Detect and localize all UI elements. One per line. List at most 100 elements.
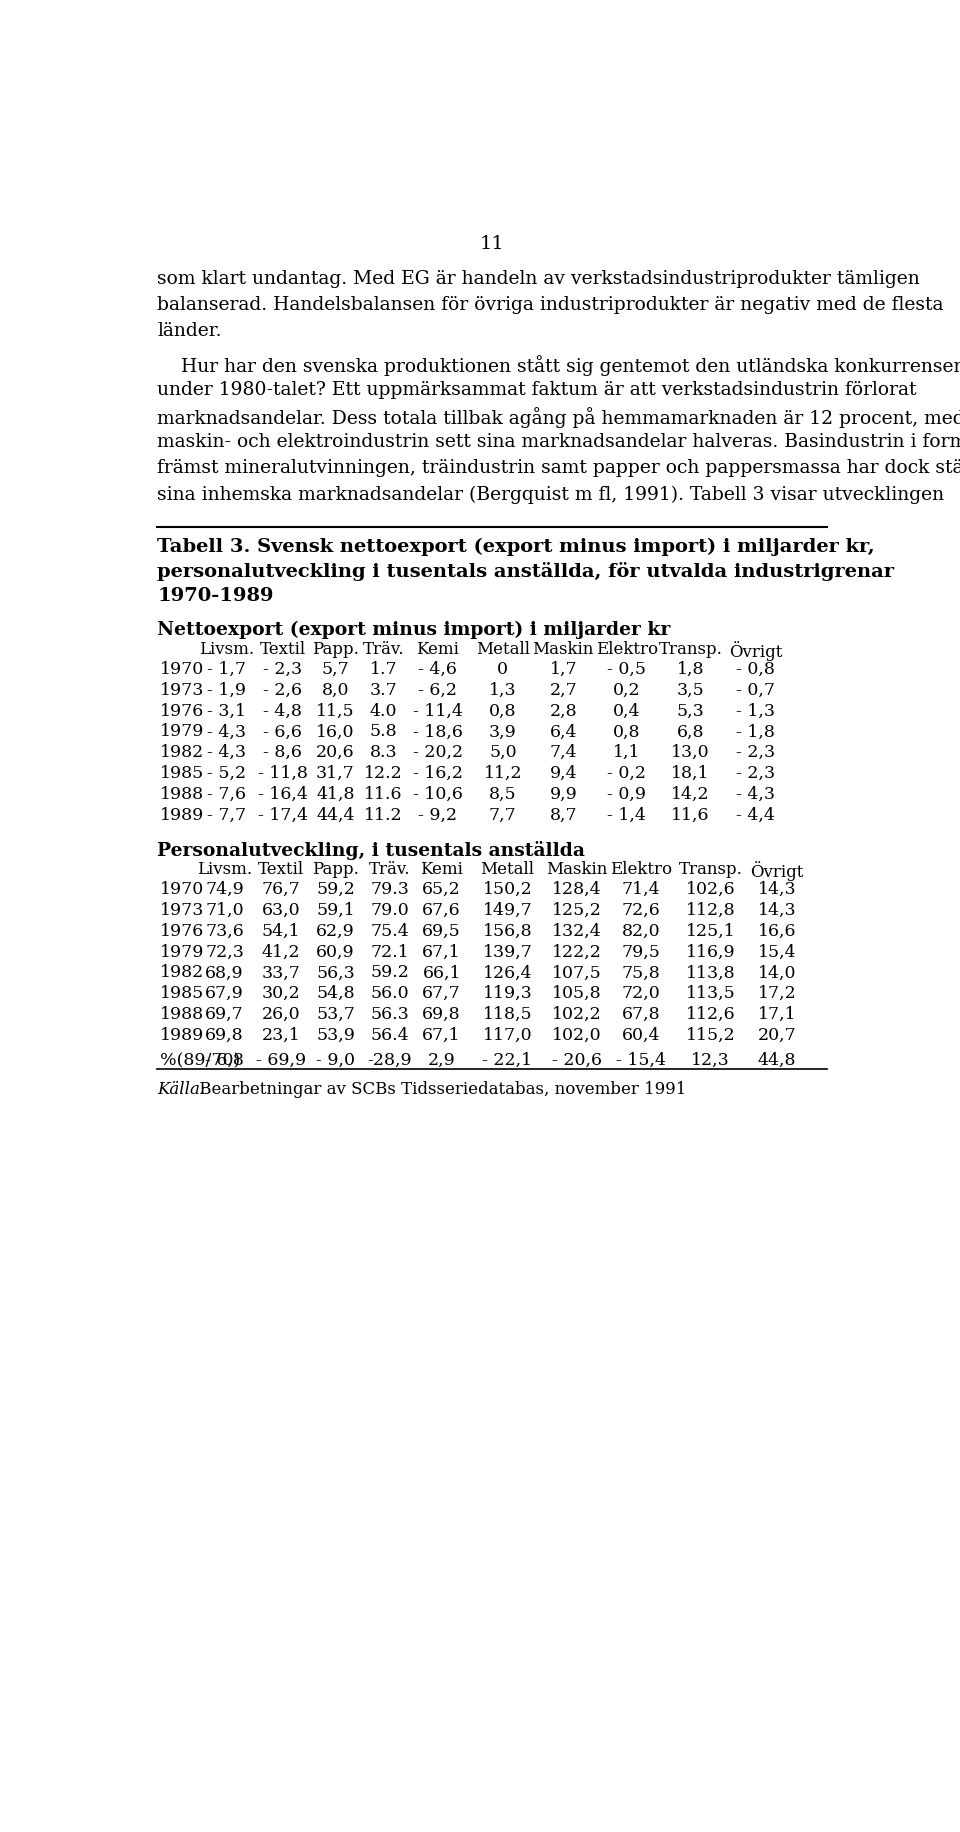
Text: 67,6: 67,6	[422, 901, 461, 920]
Text: 1970: 1970	[160, 661, 204, 678]
Text: - 0,8: - 0,8	[736, 661, 775, 678]
Text: Textil: Textil	[258, 861, 304, 878]
Text: 11.6: 11.6	[364, 786, 403, 802]
Text: 14,3: 14,3	[757, 881, 797, 898]
Text: Maskin: Maskin	[533, 641, 594, 658]
Text: - 0,2: - 0,2	[608, 766, 646, 782]
Text: - 22,1: - 22,1	[483, 1052, 533, 1070]
Text: 41,8: 41,8	[316, 786, 354, 802]
Text: 8,0: 8,0	[322, 682, 349, 698]
Text: - 4,3: - 4,3	[736, 786, 775, 802]
Text: maskin- och elektroindustrin sett sina marknadsandelar halveras. Basindustrin i : maskin- och elektroindustrin sett sina m…	[157, 432, 960, 451]
Text: 69,8: 69,8	[205, 1026, 244, 1044]
Text: 73,6: 73,6	[205, 923, 244, 940]
Text: 11,2: 11,2	[484, 766, 522, 782]
Text: - 1,4: - 1,4	[608, 806, 646, 824]
Text: 0,8: 0,8	[489, 703, 516, 720]
Text: 7,7: 7,7	[489, 806, 516, 824]
Text: Livsm.: Livsm.	[200, 641, 254, 658]
Text: under 1980-talet? Ett uppmärksammat faktum är att verkstadsindustrin förlorat: under 1980-talet? Ett uppmärksammat fakt…	[157, 381, 917, 399]
Text: 0: 0	[497, 661, 509, 678]
Text: 0,8: 0,8	[613, 724, 640, 740]
Text: Transp.: Transp.	[679, 861, 742, 878]
Text: Livsm.: Livsm.	[197, 861, 252, 878]
Text: länder.: länder.	[157, 322, 222, 341]
Text: 11.2: 11.2	[364, 806, 403, 824]
Text: - 4,8: - 4,8	[263, 703, 302, 720]
Text: 102,6: 102,6	[685, 881, 735, 898]
Text: Maskin: Maskin	[546, 861, 608, 878]
Text: 54,8: 54,8	[316, 986, 355, 1002]
Text: Transp.: Transp.	[659, 641, 722, 658]
Text: 66,1: 66,1	[422, 964, 461, 982]
Text: - 6,2: - 6,2	[419, 682, 457, 698]
Text: 11: 11	[480, 234, 504, 253]
Text: 2,8: 2,8	[549, 703, 577, 720]
Text: Kemi: Kemi	[417, 641, 459, 658]
Text: 23,1: 23,1	[262, 1026, 300, 1044]
Text: 41,2: 41,2	[262, 943, 300, 960]
Text: - 4,6: - 4,6	[419, 661, 457, 678]
Text: främst mineralutvinningen, träindustrin samt papper och pappersmassa har dock st: främst mineralutvinningen, träindustrin …	[157, 460, 960, 478]
Text: - 17,4: - 17,4	[257, 806, 308, 824]
Text: - 4,3: - 4,3	[207, 724, 247, 740]
Text: 107,5: 107,5	[552, 964, 602, 982]
Text: 1982: 1982	[160, 744, 204, 762]
Text: 132,4: 132,4	[552, 923, 602, 940]
Text: 125,1: 125,1	[685, 923, 735, 940]
Text: sina inhemska marknadsandelar (Bergquist m fl, 1991). Tabell 3 visar utvecklinge: sina inhemska marknadsandelar (Bergquist…	[157, 485, 945, 504]
Text: 1,1: 1,1	[613, 744, 640, 762]
Text: - 2,6: - 2,6	[263, 682, 302, 698]
Text: Papp.: Papp.	[312, 861, 359, 878]
Text: 1988: 1988	[160, 786, 204, 802]
Text: 0,4: 0,4	[613, 703, 640, 720]
Text: - 20,2: - 20,2	[413, 744, 463, 762]
Text: 12.2: 12.2	[364, 766, 403, 782]
Text: Träv.: Träv.	[363, 641, 404, 658]
Text: 54,1: 54,1	[262, 923, 300, 940]
Text: - 0,5: - 0,5	[608, 661, 646, 678]
Text: - 16,4: - 16,4	[258, 786, 308, 802]
Text: 1973: 1973	[160, 901, 204, 920]
Text: - 7,7: - 7,7	[207, 806, 247, 824]
Text: Personalutveckling, i tusentals anställda: Personalutveckling, i tusentals anställd…	[157, 841, 585, 861]
Text: - 1,7: - 1,7	[207, 661, 247, 678]
Text: - 7,6: - 7,6	[207, 786, 247, 802]
Text: 75.4: 75.4	[371, 923, 409, 940]
Text: 118,5: 118,5	[483, 1006, 532, 1022]
Text: 14,2: 14,2	[671, 786, 709, 802]
Text: 115,2: 115,2	[685, 1026, 735, 1044]
Text: 53,7: 53,7	[316, 1006, 355, 1022]
Text: 1985: 1985	[160, 986, 204, 1002]
Text: 67,1: 67,1	[422, 1026, 461, 1044]
Text: 11,6: 11,6	[671, 806, 709, 824]
Text: 5,0: 5,0	[489, 744, 516, 762]
Text: 1988: 1988	[160, 1006, 204, 1022]
Text: 126,4: 126,4	[483, 964, 532, 982]
Text: 102,0: 102,0	[552, 1026, 602, 1044]
Text: 65,2: 65,2	[422, 881, 461, 898]
Text: 71,0: 71,0	[205, 901, 244, 920]
Text: 128,4: 128,4	[552, 881, 602, 898]
Text: 76,7: 76,7	[262, 881, 300, 898]
Text: 1989: 1989	[160, 1026, 204, 1044]
Text: 3.7: 3.7	[370, 682, 397, 698]
Text: 56.4: 56.4	[371, 1026, 409, 1044]
Text: - 2,3: - 2,3	[736, 766, 775, 782]
Text: 18,1: 18,1	[671, 766, 709, 782]
Text: - 69,9: - 69,9	[256, 1052, 306, 1070]
Text: - 11,8: - 11,8	[258, 766, 308, 782]
Text: Bearbetningar av SCBs Tidsseriedatabas, november 1991: Bearbetningar av SCBs Tidsseriedatabas, …	[194, 1081, 686, 1099]
Text: 156,8: 156,8	[483, 923, 532, 940]
Text: 2,9: 2,9	[428, 1052, 455, 1070]
Text: 26,0: 26,0	[262, 1006, 300, 1022]
Text: 67,8: 67,8	[621, 1006, 660, 1022]
Text: - 10,6: - 10,6	[413, 786, 463, 802]
Text: 74,9: 74,9	[205, 881, 244, 898]
Text: 69,7: 69,7	[205, 1006, 244, 1022]
Text: - 18,6: - 18,6	[413, 724, 463, 740]
Text: Metall: Metall	[481, 861, 535, 878]
Text: - 1,3: - 1,3	[736, 703, 775, 720]
Text: 79.0: 79.0	[371, 901, 409, 920]
Text: 14,0: 14,0	[758, 964, 797, 982]
